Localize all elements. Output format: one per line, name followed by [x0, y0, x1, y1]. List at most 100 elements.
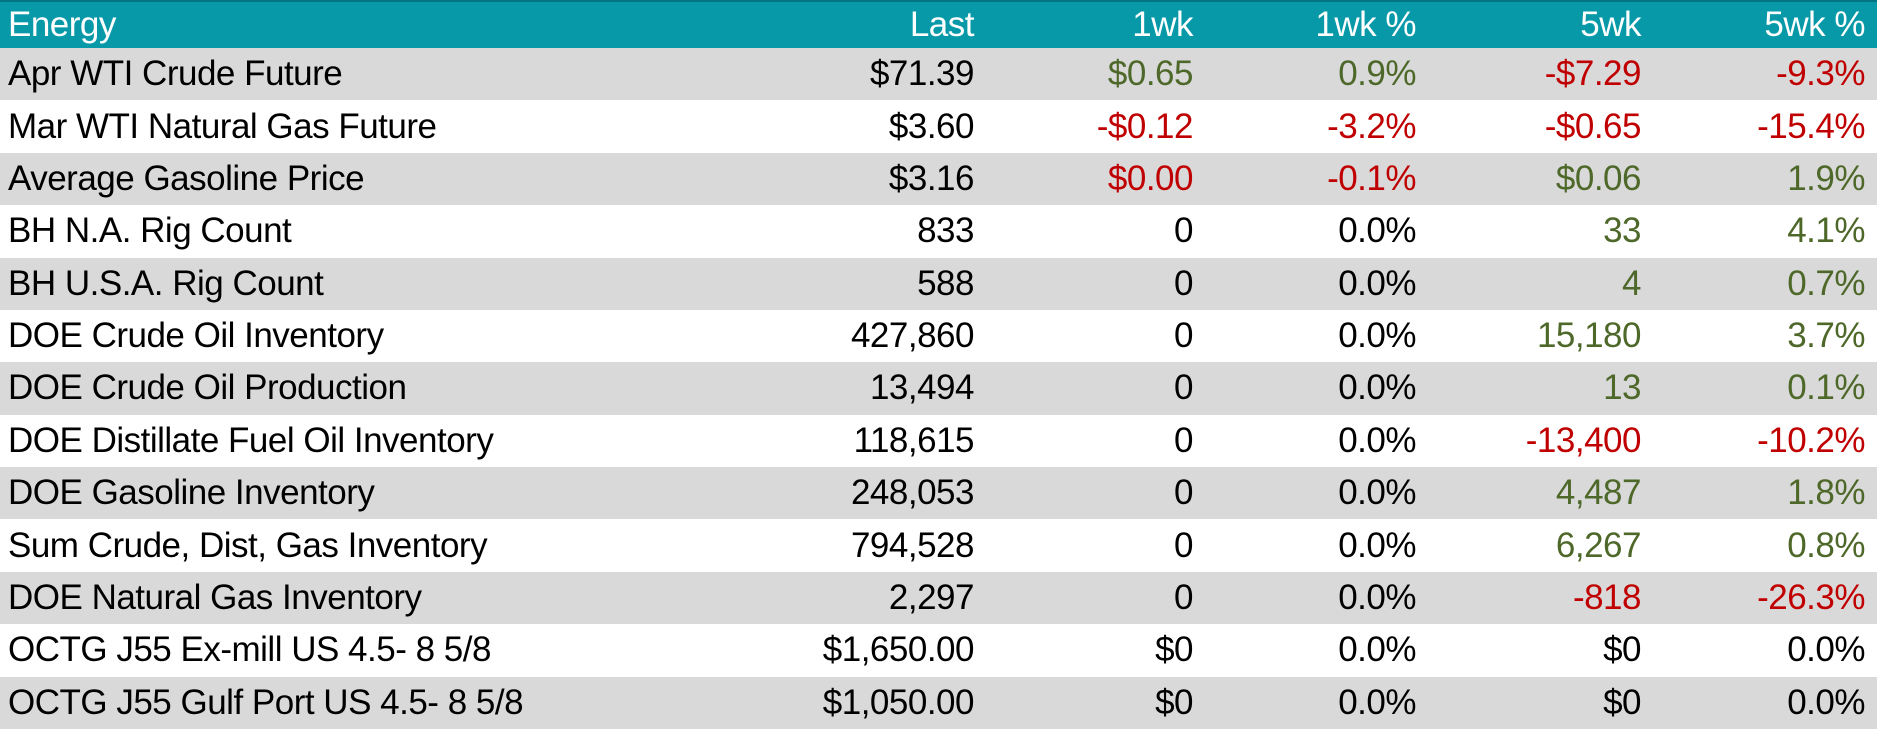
- value-cell-last: 588: [917, 263, 974, 303]
- value-cell-wk5pct: 1.8%: [1787, 473, 1865, 513]
- row-label-cell: OCTG J55 Ex-mill US 4.5- 8 5/8: [8, 630, 491, 670]
- row-label-cell: Mar WTI Natural Gas Future: [8, 106, 437, 146]
- value-cell-wk1: $0.65: [1107, 54, 1194, 94]
- value-cell-last: $1,050.00: [822, 682, 975, 722]
- table-row: Apr WTI Crude Future $71.39 $0.65 0.9% -$7.2…: [0, 48, 1877, 101]
- value-cell-wk1pct: 0.0%: [1338, 263, 1416, 303]
- table-header: Energy Last 1wk 1wk % 5wk 5wk %: [0, 1, 1877, 48]
- header-cell-energy: Energy: [0, 1, 757, 48]
- value-cell-wk1pct: 0.0%: [1338, 577, 1416, 617]
- table-row: DOE Natural Gas Inventory 2,297 0 0.0% -818 -…: [0, 571, 1877, 625]
- table-row: DOE Gasoline Inventory 248,053 0 0.0% 4,487 1…: [0, 467, 1877, 520]
- value-cell-wk1: 0: [1174, 211, 1193, 251]
- value-cell-wk1: 0: [1174, 525, 1193, 565]
- table-row: Average Gasoline Price $3.16 $0.00 -0.1% $0.…: [0, 152, 1877, 206]
- value-cell-wk1pct: 0.0%: [1338, 316, 1416, 356]
- value-cell-wk5pct: 0.0%: [1787, 630, 1865, 670]
- row-label-cell: Average Gasoline Price: [8, 158, 365, 198]
- value-cell-wk1: 0: [1174, 577, 1193, 617]
- value-cell-wk1pct: 0.0%: [1338, 420, 1416, 460]
- header-cell-5wk: 5wk: [1428, 1, 1653, 48]
- value-cell-last: 427,860: [850, 316, 975, 356]
- table-row: BH U.S.A. Rig Count 588 0 0.0% 4 0.7%: [0, 257, 1877, 310]
- row-label-cell: Sum Crude, Dist, Gas Inventory: [8, 525, 488, 565]
- row-label-cell: DOE Natural Gas Inventory: [8, 577, 422, 617]
- value-cell-wk1pct: 0.0%: [1338, 525, 1416, 565]
- header-cell-1wk: 1wk: [986, 1, 1205, 48]
- table-row: DOE Distillate Fuel Oil Inventory 118,615…: [0, 414, 1877, 467]
- value-cell-wk1: -$0.12: [1096, 106, 1194, 146]
- value-cell-wk5: $0: [1603, 630, 1641, 670]
- value-cell-wk1: 0: [1174, 368, 1193, 408]
- table-row: Sum Crude, Dist, Gas Inventory 794,528 0 0.…: [0, 519, 1877, 572]
- value-cell-wk5: -818: [1572, 577, 1642, 617]
- value-cell-wk5: 4,487: [1555, 473, 1642, 513]
- value-cell-last: 13,494: [869, 368, 975, 408]
- row-label-cell: DOE Gasoline Inventory: [8, 473, 375, 513]
- value-cell-wk1pct: 0.0%: [1338, 368, 1416, 408]
- value-cell-last: 794,528: [850, 525, 975, 565]
- value-cell-wk5pct: 0.1%: [1787, 368, 1865, 408]
- value-cell-last: $1,650.00: [822, 630, 975, 670]
- value-cell-wk1pct: 0.9%: [1338, 54, 1416, 94]
- value-cell-wk1pct: 0.0%: [1338, 473, 1416, 513]
- value-cell-wk5: $0: [1603, 682, 1641, 722]
- table-row: BH N.A. Rig Count 833 0 0.0% 33 4.1%: [0, 205, 1877, 258]
- table-row: OCTG J55 Gulf Port US 4.5- 8 5/8 $1,050.0…: [0, 676, 1877, 729]
- table-body: Apr WTI Crude Future $71.39 $0.65 0.9% -$7.2…: [0, 48, 1877, 729]
- header-cell-1wk-pct: 1wk %: [1205, 1, 1428, 48]
- value-cell-wk1pct: -3.2%: [1327, 106, 1416, 146]
- value-cell-wk1pct: -0.1%: [1327, 158, 1416, 198]
- value-cell-wk1: $0.00: [1107, 158, 1194, 198]
- value-cell-wk1: 0: [1174, 420, 1193, 460]
- value-cell-wk5: -$0.65: [1544, 106, 1642, 146]
- value-cell-wk5pct: -26.3%: [1757, 577, 1865, 617]
- value-cell-wk1: 0: [1174, 316, 1193, 356]
- row-label-cell: DOE Crude Oil Inventory: [8, 316, 384, 356]
- value-cell-wk5: 15,180: [1536, 316, 1642, 356]
- value-cell-wk5pct: 1.9%: [1787, 158, 1865, 198]
- value-cell-last: $71.39: [869, 54, 975, 94]
- value-cell-wk5pct: -9.3%: [1776, 54, 1865, 94]
- value-cell-last: $3.60: [888, 106, 975, 146]
- value-cell-wk5pct: 0.8%: [1787, 525, 1865, 565]
- value-cell-wk5: -13,400: [1525, 420, 1642, 460]
- value-cell-last: 2,297: [888, 577, 975, 617]
- row-label-cell: OCTG J55 Gulf Port US 4.5- 8 5/8: [8, 682, 524, 722]
- value-cell-wk1pct: 0.0%: [1338, 630, 1416, 670]
- value-cell-wk1: 0: [1174, 263, 1193, 303]
- value-cell-last: 118,615: [853, 420, 975, 460]
- row-label-cell: BH N.A. Rig Count: [8, 211, 292, 251]
- value-cell-wk5pct: -15.4%: [1757, 106, 1865, 146]
- row-label-cell: DOE Distillate Fuel Oil Inventory: [8, 420, 494, 460]
- value-cell-wk5pct: 4.1%: [1787, 211, 1865, 251]
- value-cell-wk5: 6,267: [1555, 525, 1642, 565]
- value-cell-wk5pct: 3.7%: [1787, 316, 1865, 356]
- value-cell-wk5: 13: [1603, 368, 1641, 408]
- value-cell-wk1: $0: [1155, 630, 1193, 670]
- row-label-cell: BH U.S.A. Rig Count: [8, 263, 324, 303]
- value-cell-wk5: 4: [1622, 263, 1641, 303]
- table-row: OCTG J55 Ex-mill US 4.5- 8 5/8 $1,650.00 $…: [0, 624, 1877, 677]
- value-cell-wk1: 0: [1174, 473, 1193, 513]
- value-cell-wk1pct: 0.0%: [1338, 682, 1416, 722]
- value-cell-wk1pct: 0.0%: [1338, 211, 1416, 251]
- table-row: DOE Crude Oil Production 13,494 0 0.0% 13 0.1…: [0, 362, 1877, 415]
- table-row: DOE Crude Oil Inventory 427,860 0 0.0% 15,18…: [0, 309, 1877, 363]
- row-label-cell: Apr WTI Crude Future: [8, 54, 343, 94]
- value-cell-wk5: $0.06: [1555, 158, 1642, 198]
- value-cell-wk5pct: 0.0%: [1787, 682, 1865, 722]
- value-cell-wk5: 33: [1603, 211, 1641, 251]
- header-cell-5wk-pct: 5wk %: [1653, 1, 1877, 48]
- value-cell-wk5pct: -10.2%: [1757, 420, 1865, 460]
- table-row: Mar WTI Natural Gas Future $3.60 -$0.12 -3.…: [0, 100, 1877, 153]
- value-cell-last: $3.16: [888, 158, 975, 198]
- value-cell-wk5pct: 0.7%: [1787, 263, 1865, 303]
- row-label-cell: DOE Crude Oil Production: [8, 368, 407, 408]
- value-cell-last: 248,053: [850, 473, 975, 513]
- header-row: Energy Last 1wk 1wk % 5wk 5wk %: [0, 1, 1877, 48]
- header-cell-last: Last: [757, 1, 986, 48]
- value-cell-last: 833: [917, 211, 974, 251]
- value-cell-wk5: -$7.29: [1544, 54, 1642, 94]
